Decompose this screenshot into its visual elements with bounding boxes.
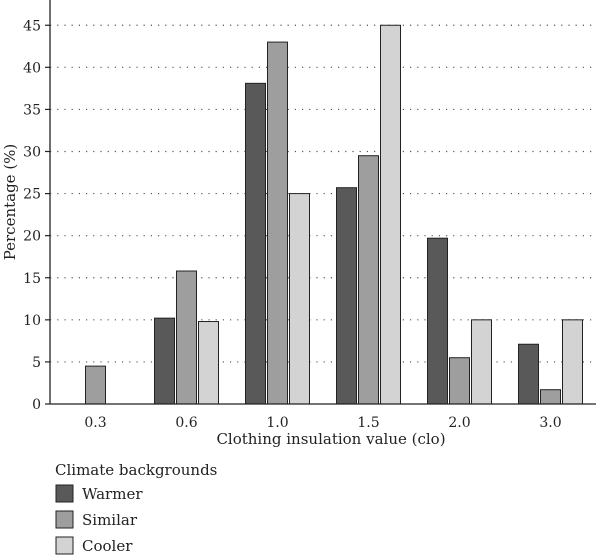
bar-cooler-2-0 bbox=[471, 319, 492, 405]
bar-similar-0-6 bbox=[176, 270, 197, 405]
x-tick-label: 0.3 bbox=[84, 415, 106, 431]
x-tick-label: 1.0 bbox=[266, 415, 288, 431]
y-tick-label: 45 bbox=[23, 18, 41, 34]
legend-swatch-warmer bbox=[55, 484, 74, 503]
bar-warmer-2-0 bbox=[427, 237, 448, 405]
bar-similar-1-5 bbox=[358, 155, 379, 405]
x-axis-title: Clothing insulation value (clo) bbox=[216, 430, 445, 448]
legend-swatch-cooler bbox=[55, 536, 74, 555]
bars bbox=[85, 24, 583, 405]
x-tick-label: 3.0 bbox=[539, 415, 561, 431]
y-axis-title: Percentage (%) bbox=[1, 144, 19, 261]
x-tick-label: 2.0 bbox=[448, 415, 470, 431]
bar-cooler-1-0 bbox=[289, 193, 310, 405]
y-tick-label: 25 bbox=[23, 187, 41, 203]
y-tick-label: 30 bbox=[23, 145, 41, 161]
y-axis-ticks: 0 5 10 15 20 25 30 35 40 45 bbox=[23, 18, 50, 413]
bar-similar-1-0 bbox=[267, 41, 288, 405]
y-tick-label: 5 bbox=[32, 355, 41, 371]
grid-lines bbox=[50, 24, 596, 363]
x-tick-label: 1.5 bbox=[357, 415, 379, 431]
bar-similar-2-0 bbox=[449, 357, 470, 405]
y-tick-label: 10 bbox=[23, 313, 41, 329]
legend-label-warmer: Warmer bbox=[82, 485, 143, 503]
y-tick-label: 35 bbox=[23, 102, 41, 118]
bar-similar-3-0 bbox=[540, 389, 561, 405]
bar-warmer-1-5 bbox=[336, 187, 357, 405]
legend: Climate backgrounds Warmer Similar Cooler bbox=[55, 461, 217, 555]
bar-cooler-3-0 bbox=[562, 319, 583, 405]
x-tick-label: 0.6 bbox=[175, 415, 197, 431]
y-tick-label: 15 bbox=[23, 271, 41, 287]
y-tick-label: 40 bbox=[23, 60, 41, 76]
legend-label-similar: Similar bbox=[82, 511, 138, 529]
legend-label-cooler: Cooler bbox=[82, 537, 133, 555]
bar-cooler-1-5 bbox=[380, 24, 401, 405]
bar-cooler-0-6 bbox=[198, 321, 219, 405]
bar-warmer-0-6 bbox=[154, 317, 175, 405]
bar-warmer-3-0 bbox=[518, 343, 539, 405]
y-tick-label: 0 bbox=[32, 397, 41, 413]
bar-warmer-1-0 bbox=[245, 82, 266, 405]
legend-items: Warmer Similar Cooler bbox=[55, 484, 143, 555]
axes bbox=[49, 0, 596, 405]
legend-title: Climate backgrounds bbox=[55, 461, 217, 479]
bar-similar-0-3 bbox=[85, 365, 106, 405]
y-tick-label: 20 bbox=[23, 229, 41, 245]
x-axis-ticks: 0.3 0.6 1.0 1.5 2.0 3.0 bbox=[84, 415, 561, 431]
legend-swatch-similar bbox=[55, 510, 74, 529]
